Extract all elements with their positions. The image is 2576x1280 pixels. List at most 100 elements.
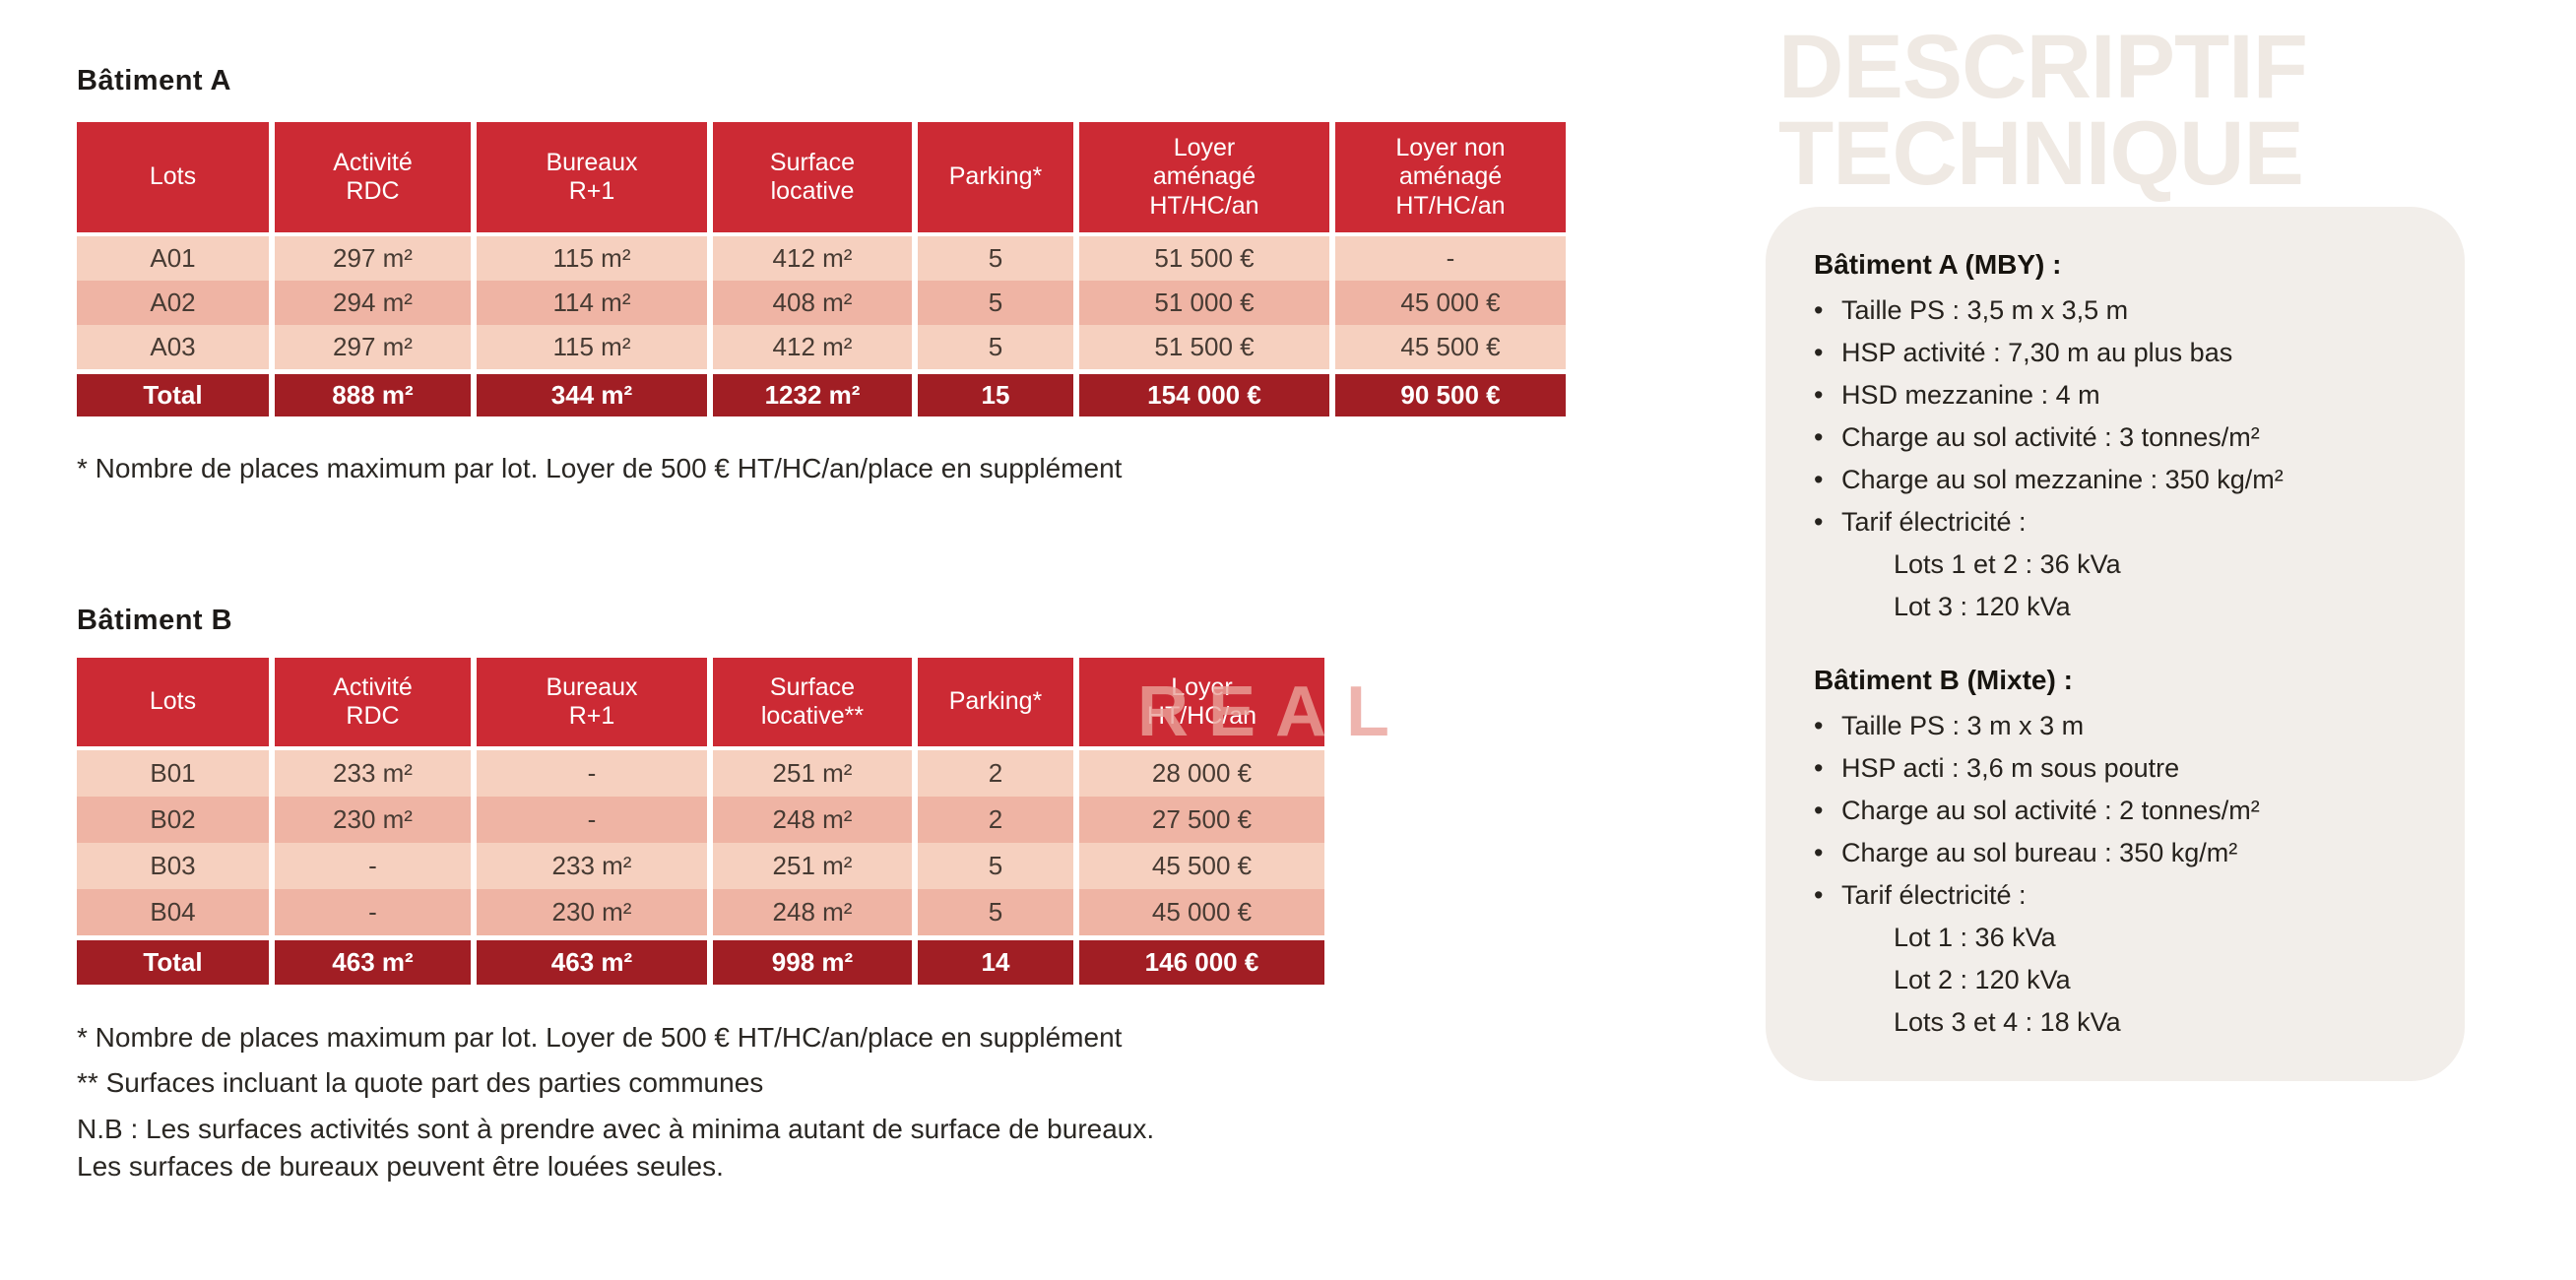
bullet-text: Charge au sol activité : 3 tonnes/m²: [1841, 422, 2260, 452]
data-cell: 45 500 €: [1329, 325, 1566, 372]
data-cell: 45 500 €: [1073, 843, 1324, 889]
table-row: B04-230 m² 248 m² 5 45 000 €: [77, 889, 1324, 938]
nota-bene-line2: Les surfaces de bureaux peuvent être lou…: [77, 1151, 724, 1182]
data-cell: 408 m²: [707, 281, 915, 325]
section-heading: Bâtiment A (MBY) :: [1814, 249, 2062, 280]
data-cell: 114 m²: [471, 281, 710, 325]
bullet-line: • Charge au sol mezzanine : 350 kg/m²: [1814, 459, 2435, 501]
data-cell: -: [1329, 234, 1566, 281]
total-cell: 146 000 €: [1073, 935, 1324, 985]
bullet-icon: •: [1814, 465, 1824, 494]
bullet-line: • Taille PS : 3,5 m x 3,5 m: [1814, 289, 2435, 332]
table-row: B01 233 m² -251 m² 2 28 000 €: [77, 748, 1324, 797]
bullet-text: Charge au sol mezzanine : 350 kg/m²: [1841, 465, 2284, 494]
table-row: B02 230 m² -248 m² 2 27 500 €: [77, 797, 1324, 843]
bullet-text: Tarif électricité :: [1841, 880, 2027, 910]
real-watermark: REAL: [1137, 672, 1409, 751]
column-header: Activité RDC: [269, 658, 474, 750]
bullet-icon: •: [1814, 796, 1824, 825]
column-header: Loyer aménagé HT/HC/an: [1073, 122, 1332, 236]
total-cell: 15: [912, 369, 1076, 416]
data-cell: -: [471, 748, 710, 797]
total-cell: 998 m²: [707, 935, 915, 985]
data-cell: 45 000 €: [1329, 281, 1566, 325]
column-header: Lots: [77, 658, 272, 750]
data-cell: 412 m²: [707, 234, 915, 281]
data-cell: B04: [77, 889, 272, 938]
column-header: Bureaux R+1: [471, 122, 710, 236]
bullet-line: • HSD mezzanine : 4 m: [1814, 374, 2435, 416]
data-cell: A03: [77, 325, 272, 372]
column-header: Parking*: [912, 658, 1076, 750]
tech-section: Bâtiment B (Mixte) : • Taille PS : 3 m x 3…: [1814, 662, 2435, 1044]
bullet-icon: •: [1814, 507, 1824, 537]
data-cell: 412 m²: [707, 325, 915, 372]
data-cell: B03: [77, 843, 272, 889]
bullet-text: Taille PS : 3,5 m x 3,5 m: [1841, 295, 2129, 325]
total-cell: 463 m²: [269, 935, 474, 985]
batiment-b-table: Lots Activité RDC Bureaux R+1 Surface locat…: [77, 658, 1324, 985]
data-cell: 5: [912, 325, 1076, 372]
data-cell: 51 500 €: [1073, 325, 1332, 372]
bullet-line: • HSP activité : 7,30 m au plus bas: [1814, 332, 2435, 374]
data-cell: -: [269, 889, 474, 938]
column-header: Parking*: [912, 122, 1076, 236]
bullet-icon: •: [1814, 838, 1824, 867]
column-header: Bureaux R+1: [471, 658, 710, 750]
data-cell: 233 m²: [471, 843, 710, 889]
data-cell: 230 m²: [471, 889, 710, 938]
total-cell: 463 m²: [471, 935, 710, 985]
batiment-b-footnote-parking: * Nombre de places maximum par lot. Loye…: [77, 1022, 1123, 1053]
total-cell: 888 m²: [269, 369, 474, 416]
data-cell: 5: [912, 234, 1076, 281]
data-cell: 28 000 €: [1073, 748, 1324, 797]
batiment-b-footnote-surfaces: ** Surfaces incluant la quote part des p…: [77, 1067, 764, 1098]
nota-bene-line1: N.B : Les surfaces activités sont à pren…: [77, 1114, 1155, 1144]
data-cell: 251 m²: [707, 843, 915, 889]
column-header: Lots: [77, 122, 272, 236]
batiment-b-title: Bâtiment B: [77, 605, 233, 636]
technical-description-panel: Bâtiment A (MBY) : • Taille PS : 3,5 m x 3…: [1766, 207, 2465, 1081]
data-cell: 233 m²: [269, 748, 474, 797]
data-cell: 51 500 €: [1073, 234, 1332, 281]
data-cell: 2: [912, 748, 1076, 797]
data-cell: B01: [77, 748, 272, 797]
total-cell: 90 500 €: [1329, 369, 1566, 416]
nota-bene: N.B : Les surfaces activités sont à pren…: [77, 1111, 1154, 1185]
data-cell: -: [269, 843, 474, 889]
data-cell: 2: [912, 797, 1076, 843]
ghost-title-line1: DESCRIPTIF: [1778, 17, 2308, 117]
data-cell: 294 m²: [269, 281, 474, 325]
column-header: Surface locative: [707, 122, 915, 236]
batiment-a-footnote: * Nombre de places maximum par lot. Loye…: [77, 453, 1123, 483]
data-cell: 45 000 €: [1073, 889, 1324, 938]
total-cell: Total: [77, 369, 272, 416]
total-cell: 1232 m²: [707, 369, 915, 416]
bullet-icon: •: [1814, 711, 1824, 740]
data-cell: 5: [912, 281, 1076, 325]
total-row: Total 888 m² 344 m² 1232 m² 15 154 000 €90 50…: [77, 369, 1566, 416]
batiment-a-table: Lots Activité RDC Bureaux R+1 Surface locat…: [77, 122, 1566, 416]
data-cell: 115 m²: [471, 234, 710, 281]
data-cell: 230 m²: [269, 797, 474, 843]
data-cell: A01: [77, 234, 272, 281]
batiment-a-title: Bâtiment A: [77, 65, 231, 96]
tech-section: Bâtiment A (MBY) : • Taille PS : 3,5 m x 3…: [1814, 246, 2435, 628]
bullet-text: Tarif électricité :: [1841, 507, 2027, 537]
bullet-line: • HSP acti : 3,6 m sous poutre: [1814, 747, 2435, 790]
table-row: A03 297 m² 115 m² 412 m² 5 51 500 €45 500 €: [77, 325, 1566, 372]
column-header: Surface locative**: [707, 658, 915, 750]
bullet-line: • Tarif électricité :: [1814, 501, 2435, 544]
data-cell: 297 m²: [269, 234, 474, 281]
bullet-line: • Tarif électricité :: [1814, 874, 2435, 917]
total-cell: 14: [912, 935, 1076, 985]
bullet-icon: •: [1814, 422, 1824, 452]
bullet-text: Taille PS : 3 m x 3 m: [1841, 711, 2085, 740]
section-heading: Bâtiment B (Mixte) :: [1814, 665, 2073, 695]
total-cell: 154 000 €: [1073, 369, 1332, 416]
bullet-text: Charge au sol bureau : 350 kg/m²: [1841, 838, 2238, 867]
data-cell: 251 m²: [707, 748, 915, 797]
electricity-sub-line: Lot 1 : 36 kVa: [1894, 923, 2056, 952]
bullet-text: HSP activité : 7,30 m au plus bas: [1841, 338, 2233, 367]
